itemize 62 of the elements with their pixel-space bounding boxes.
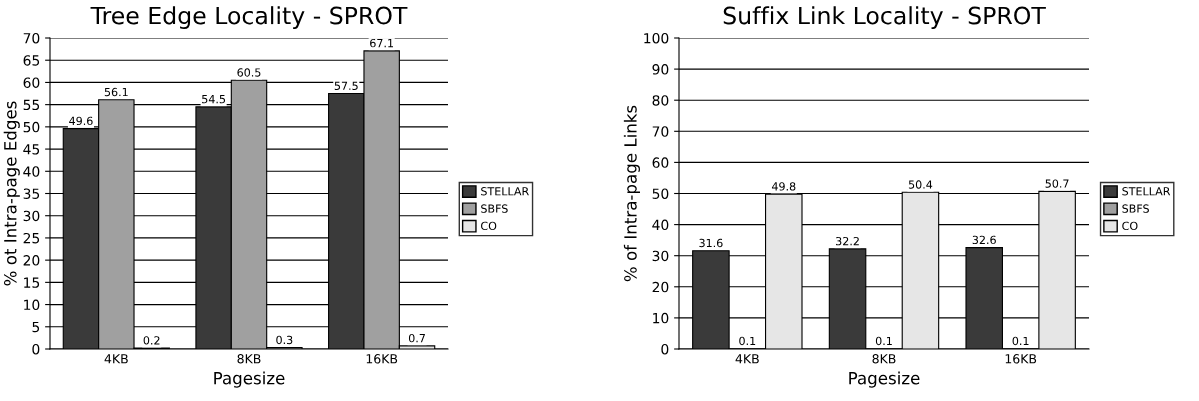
y-tick-label: 20 (23, 255, 40, 266)
y-tick-label: 20 (652, 281, 669, 293)
y-tick-label: 5 (32, 321, 40, 333)
y-tick-label: 35 (23, 188, 40, 199)
data-label: 0.7 (408, 333, 425, 343)
y-tick-label: 90 (652, 64, 669, 75)
data-label: 49.8 (771, 182, 796, 191)
x-tick-label: 4KB (104, 354, 128, 364)
legend-label: SBFS (481, 204, 508, 213)
data-label: 50.7 (1045, 179, 1069, 188)
x-axis-title: Pagesize (214, 371, 285, 388)
x-tick-label: 8KB (872, 354, 896, 364)
data-label: 0.3 (276, 335, 293, 345)
y-tick-label: 55 (23, 99, 40, 111)
y-tick-label: 30 (23, 210, 40, 222)
y-tick-label: 0 (661, 343, 669, 355)
y-axis-title: % of Intra-page Links (623, 105, 640, 282)
data-label: 0.1 (875, 336, 892, 346)
legend-label: CO (1122, 221, 1138, 231)
x-tick-label: 16KB (1005, 354, 1037, 364)
data-label: 54.5 (202, 95, 226, 104)
x-tick-label: 4KB (735, 354, 759, 364)
y-tick-label: 65 (23, 55, 40, 66)
chart-title: Tree Edge Locality - SPROT (90, 6, 408, 30)
y-tick-label: 10 (24, 299, 40, 311)
data-label: 31.6 (699, 238, 723, 248)
data-label: 67.1 (370, 38, 394, 48)
y-tick-label: 100 (644, 32, 669, 44)
y-tick-label: 0 (32, 343, 40, 355)
y-tick-label: 50 (652, 188, 669, 199)
data-label: 0.2 (143, 336, 160, 345)
chart-title: Suffix Link Locality - SPROT (723, 6, 1046, 30)
data-label: 50.4 (908, 180, 933, 189)
legend-label: CO (481, 221, 497, 231)
y-tick-label: 60 (652, 157, 669, 168)
legend-label: STELLAR (481, 187, 529, 196)
y-tick-label: 50 (23, 121, 40, 133)
x-tick-label: 8KB (237, 354, 261, 364)
data-label: 0.1 (739, 336, 756, 346)
y-tick-label: 80 (652, 95, 669, 106)
x-axis-title: Pagesize (849, 371, 920, 388)
data-label: 32.2 (836, 236, 859, 246)
y-tick-label: 15 (24, 277, 40, 288)
y-tick-label: 10 (653, 312, 669, 324)
y-tick-label: 30 (652, 250, 669, 262)
data-label: 57.5 (334, 81, 358, 90)
data-label: 49.6 (69, 116, 93, 126)
data-label: 0.1 (1012, 336, 1029, 346)
y-tick-label: 25 (23, 232, 40, 244)
y-tick-label: 60 (23, 77, 40, 88)
data-label: 60.5 (237, 68, 261, 77)
data-label: 56.1 (104, 87, 128, 97)
y-tick-label: 40 (652, 219, 669, 231)
y-axis-title: % ot Intra-page Edges (3, 101, 20, 286)
legend-label: STELLAR (1122, 187, 1171, 196)
y-tick-label: 70 (23, 32, 40, 44)
x-tick-label: 16KB (366, 354, 398, 364)
y-tick-label: 40 (23, 166, 40, 177)
data-label: 32.6 (972, 235, 996, 245)
y-tick-label: 45 (23, 144, 40, 155)
y-tick-label: 70 (652, 126, 669, 137)
legend-label: SBFS (1122, 204, 1149, 213)
